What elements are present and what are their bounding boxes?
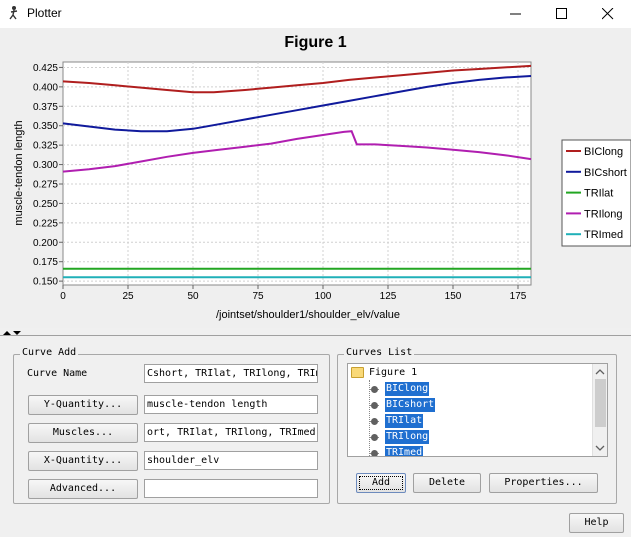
leaf-icon (371, 402, 378, 409)
y-axis: 0.150 0.175 0.200 0.225 0.250 0.275 0.300 0.325… (33, 63, 63, 288)
tree-root[interactable]: Figure 1 (348, 366, 588, 380)
curves-list-group: Curves List (337, 347, 617, 504)
tree-item-label: TRIlong (385, 430, 430, 444)
curve-add-title: Curve Add (20, 347, 79, 358)
add-curve-button[interactable]: Add (356, 473, 406, 493)
y-tick-label: 0.275 (33, 179, 58, 190)
y-tick-label: 0.250 (33, 199, 58, 210)
opensim-app-icon (9, 6, 18, 20)
x-tick-label: 50 (187, 291, 199, 302)
x-tick-label: 150 (445, 291, 462, 302)
plot-background (62, 61, 532, 286)
y-quantity-field[interactable]: muscle-tendon length (144, 395, 318, 414)
x-axis: 0 25 50 75 100 125 150 175 (60, 285, 527, 302)
legend-label: TRIlat (584, 188, 613, 200)
maximize-icon (556, 8, 567, 19)
leaf-icon (371, 386, 378, 393)
tree-item-bicshort[interactable]: BICshort (348, 398, 588, 412)
x-tick-label: 75 (252, 291, 264, 302)
scrollbar-thumb[interactable] (595, 379, 606, 427)
y-tick-label: 0.150 (33, 277, 58, 288)
close-button[interactable] (585, 0, 631, 28)
help-button[interactable]: Help (569, 513, 624, 533)
tree-item-trilong[interactable]: TRIlong (348, 430, 588, 444)
series-line-bicshort (62, 75, 532, 133)
advanced-button[interactable]: Advanced... (28, 479, 138, 499)
y-tick-label: 0.175 (33, 257, 58, 268)
y-tick-label: 0.425 (33, 63, 58, 74)
close-icon (602, 8, 614, 20)
figure-title: Figure 1 (284, 34, 347, 51)
tree-scrollbar[interactable] (592, 364, 607, 456)
x-tick-label: 175 (510, 291, 527, 302)
tree-item-label: BIClong (385, 382, 430, 396)
legend: BIClong BICshort TRIlat TRIlong TRImed (561, 139, 631, 247)
legend-label: BICshort (584, 167, 627, 179)
folder-icon (351, 367, 364, 378)
window-title: Plotter (27, 6, 62, 20)
leaf-icon (371, 450, 378, 456)
x-quantity-button[interactable]: X-Quantity... (28, 451, 138, 471)
y-tick-label: 0.375 (33, 102, 58, 113)
y-tick-label: 0.400 (33, 82, 58, 93)
legend-label: BIClong (584, 146, 623, 158)
y-tick-label: 0.200 (33, 238, 58, 249)
tree-item-label: BICshort (385, 398, 436, 412)
curve-name-field[interactable]: Cshort, TRIlat, TRIlong, TRImed (144, 364, 318, 383)
x-axis-label: /jointset/shoulder1/shoulder_elv/value (216, 309, 400, 321)
y-axis-label: muscle-tendon length (13, 120, 25, 225)
x-tick-label: 0 (60, 291, 66, 302)
y-tick-label: 0.325 (33, 141, 58, 152)
tree-item-label: TRIlat (385, 414, 424, 428)
line-chart: 0 25 50 75 100 125 150 175 0.150 0.175 0.200 0.225… (13, 61, 631, 321)
minimize-icon (510, 13, 521, 15)
series-line-biclong (62, 64, 532, 94)
splitter-arrows-icon (3, 331, 21, 335)
x-tick-label: 125 (380, 291, 397, 302)
x-tick-label: 100 (315, 291, 332, 302)
tree-connector (369, 380, 370, 456)
tree-root-label: Figure 1 (369, 367, 418, 378)
tree-item-biclong[interactable]: BIClong (348, 382, 588, 396)
splitter[interactable] (0, 330, 631, 336)
scroll-up-icon[interactable] (595, 368, 606, 376)
series-line-trilong (62, 130, 532, 173)
y-tick-label: 0.225 (33, 218, 58, 229)
leaf-icon (371, 434, 378, 441)
legend-label: TRImed (584, 229, 623, 241)
muscles-button[interactable]: Muscles... (28, 423, 138, 443)
x-quantity-field[interactable]: shoulder_elv (144, 451, 318, 470)
muscles-field[interactable]: ort, TRIlat, TRIlong, TRImed (144, 423, 318, 442)
legend-label: TRIlong (584, 208, 623, 220)
leaf-icon (371, 418, 378, 425)
grid-lines (63, 62, 531, 285)
minimize-button[interactable] (493, 0, 539, 28)
y-tick-label: 0.300 (33, 160, 58, 171)
properties-button[interactable]: Properties... (489, 473, 598, 493)
title-bar: Plotter (0, 0, 631, 28)
curves-list-title: Curves List (344, 347, 415, 358)
curve-add-group: Curve Add (13, 347, 330, 504)
x-tick-label: 25 (122, 291, 134, 302)
tree-item-trimed[interactable]: TRImed (348, 446, 588, 456)
advanced-field[interactable] (144, 479, 318, 498)
maximize-button[interactable] (539, 0, 585, 28)
tree-item-trilat[interactable]: TRIlat (348, 414, 588, 428)
curve-name-label: Curve Name (27, 368, 88, 379)
curves-tree[interactable]: Figure 1 BIClong BICshort TRIlat TRIlong… (347, 363, 608, 457)
scroll-down-icon[interactable] (595, 444, 606, 452)
series-group (62, 64, 532, 279)
y-tick-label: 0.350 (33, 121, 58, 132)
y-quantity-button[interactable]: Y-Quantity... (28, 395, 138, 415)
delete-curve-button[interactable]: Delete (413, 473, 481, 493)
tree-item-label: TRImed (385, 446, 424, 456)
